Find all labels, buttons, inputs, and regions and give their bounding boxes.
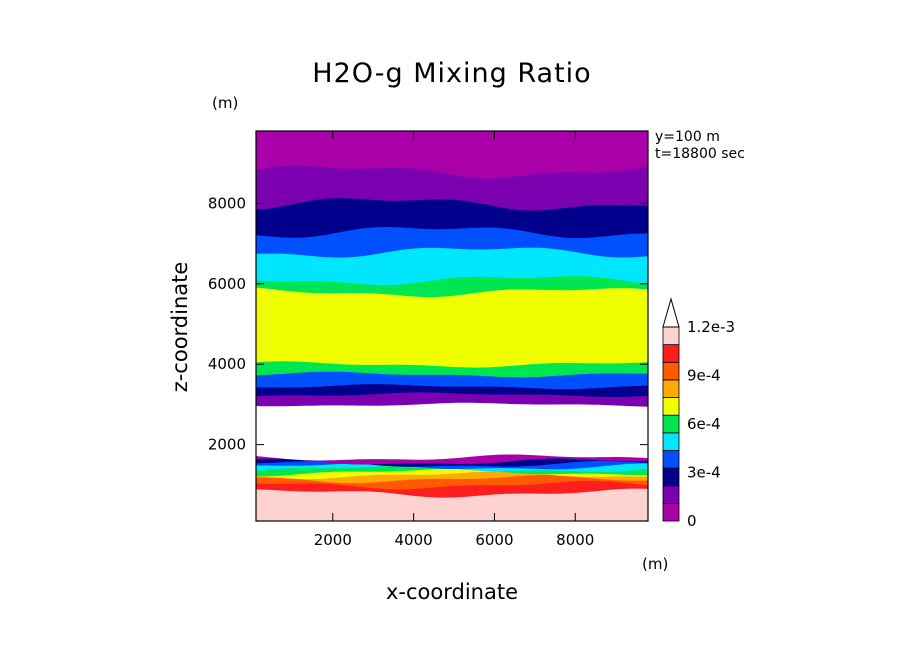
colorbar-swatch — [662, 361, 680, 381]
axes: 2000 4000 6000 8000 2000 4000 6000 8000 — [208, 131, 648, 549]
x-tick-label: 2000 — [314, 531, 352, 549]
x-tick-label: 8000 — [556, 531, 594, 549]
colorbar-swatch — [662, 414, 680, 434]
colorbar-swatch — [662, 326, 680, 346]
colorbar-tick-label: 1.2e-3 — [687, 318, 735, 336]
y-tick-label: 6000 — [208, 275, 246, 293]
x-axis-label: x-coordinate — [385, 580, 518, 604]
x-tick-label: 4000 — [395, 531, 433, 549]
colorbar-tick-label: 0 — [687, 512, 697, 530]
colorbar-swatch — [662, 344, 680, 363]
colorbar-swatch — [662, 450, 680, 469]
x-axis-unit: (m) — [642, 555, 669, 573]
colorbar-swatch — [662, 397, 680, 416]
contour-band — [256, 131, 648, 179]
contour-field — [256, 131, 648, 521]
plot-frame — [255, 130, 649, 522]
colorbar-swatch — [662, 379, 680, 398]
contour-band — [256, 286, 648, 368]
colorbar-tick-label: 9e-4 — [687, 367, 721, 385]
colorbar-swatch — [662, 467, 680, 487]
y-tick-label: 2000 — [208, 436, 246, 454]
y-tick-label: 8000 — [208, 194, 246, 212]
colorbar-extend-arrow — [662, 297, 680, 328]
colorbar: 0 3e-4 6e-4 9e-4 1.2e-3 — [662, 297, 735, 530]
x-tick-label: 6000 — [475, 531, 513, 549]
y-axis-unit: (m) — [212, 94, 239, 112]
colorbar-swatch — [662, 432, 680, 451]
contour-band — [256, 402, 648, 461]
colorbar-tick-label: 3e-4 — [687, 464, 721, 482]
info-annotations: y=100 m t=18800 sec — [655, 129, 745, 163]
annotation-y-slice: y=100 m — [655, 129, 720, 145]
annotation-time: t=18800 sec — [655, 146, 745, 162]
chart-title: H2O-g Mixing Ratio — [312, 58, 592, 89]
colorbar-tick-label: 6e-4 — [687, 415, 721, 433]
y-tick-label: 4000 — [208, 355, 246, 373]
colorbar-swatch — [662, 485, 680, 504]
colorbar-swatch — [662, 502, 680, 522]
